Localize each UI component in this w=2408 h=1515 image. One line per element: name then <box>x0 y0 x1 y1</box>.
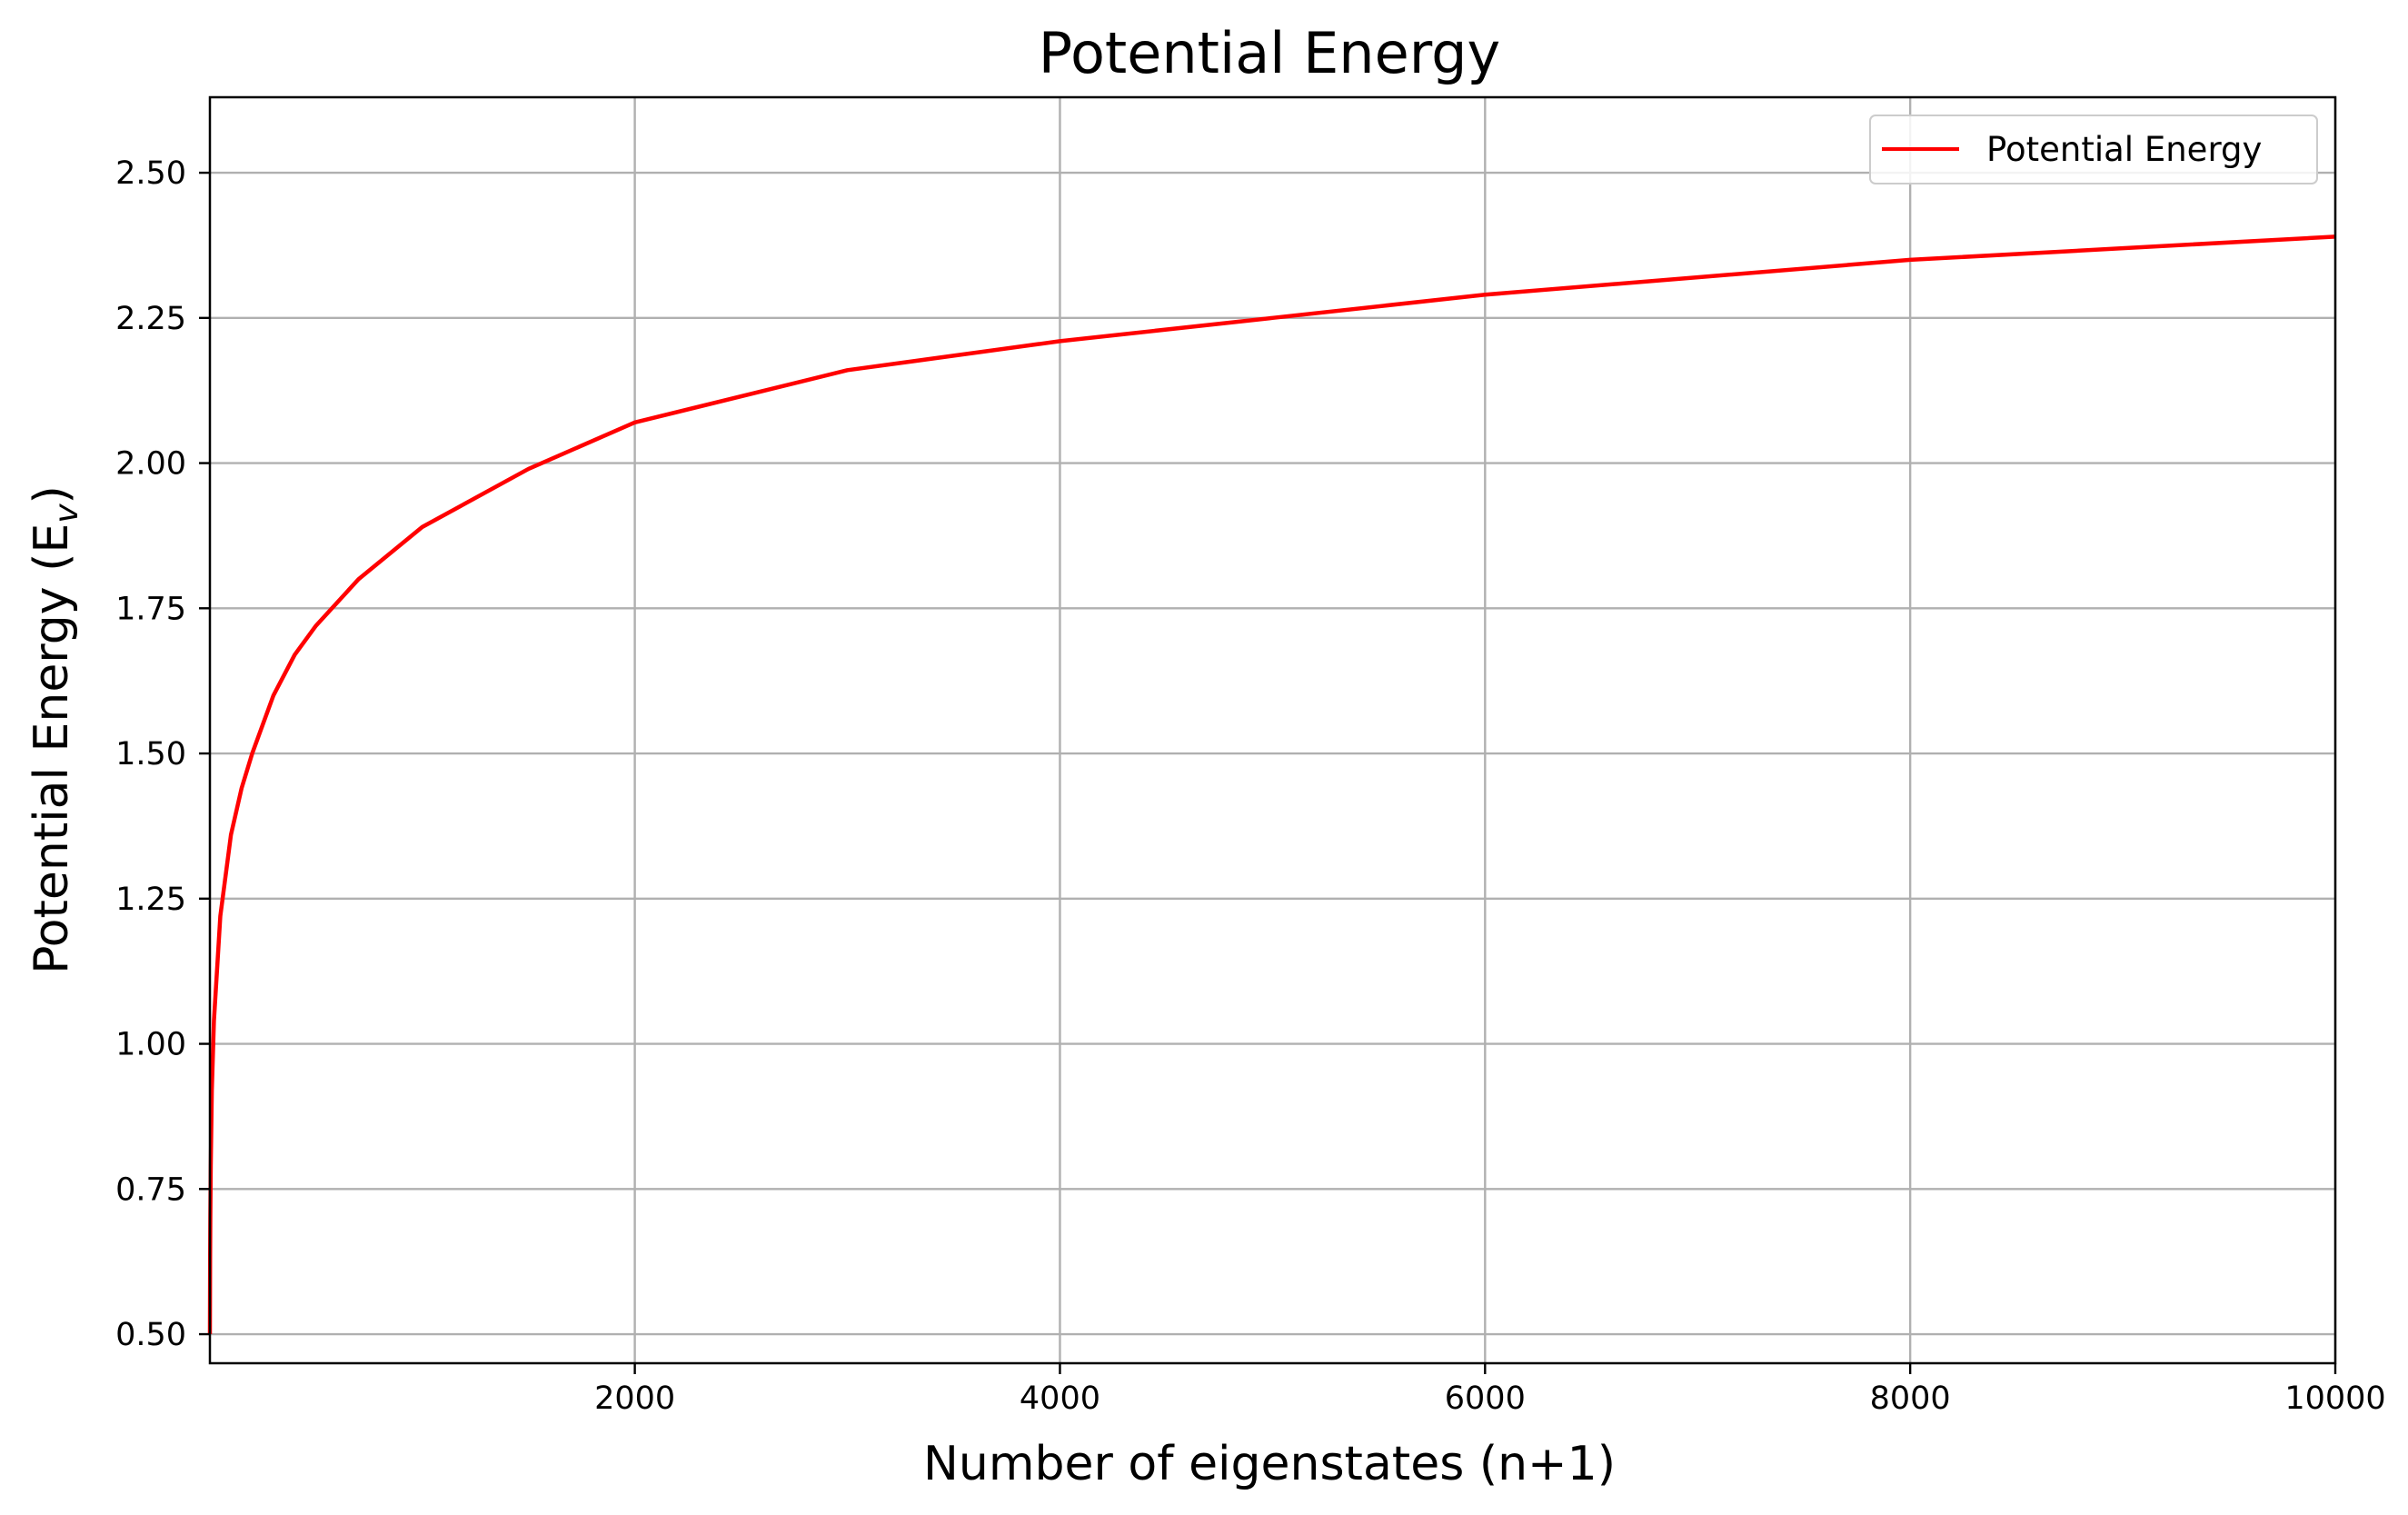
legend-label: Potential Energy <box>1986 130 2262 169</box>
y-tick-label: 1.25 <box>115 882 186 918</box>
x-axis-label: Number of eigenstates (n+1) <box>923 1437 1616 1491</box>
y-axis-label-subscript: v <box>48 503 85 523</box>
y-tick-label: 0.50 <box>115 1317 186 1353</box>
x-tick-label: 8000 <box>1870 1380 1951 1417</box>
y-tick-label: 1.00 <box>115 1027 186 1063</box>
legend: Potential Energy <box>1869 115 2318 184</box>
plot-lines <box>207 234 2336 1335</box>
chart-title: Potential Energy <box>1039 20 1500 86</box>
y-axis-label: Potential Energy (Ev) <box>25 485 85 974</box>
axis-ticks: 2000 4000 6000 8000 10000 0.50 0.75 1.00 1.25 1.5… <box>115 155 2386 1417</box>
y-axis-label-close: ) <box>25 485 79 503</box>
y-tick-label: 2.00 <box>115 446 186 483</box>
legend-box <box>1869 115 2318 184</box>
x-tick-label: 2000 <box>594 1380 675 1417</box>
y-tick-label: 2.25 <box>115 301 186 337</box>
y-tick-label: 1.75 <box>115 591 186 627</box>
series-line <box>207 234 2336 1335</box>
x-tick-label: 10000 <box>2284 1380 2385 1417</box>
y-tick-label: 0.75 <box>115 1171 186 1208</box>
plot-frame <box>208 95 2337 1365</box>
y-tick-label: 2.50 <box>115 155 186 192</box>
y-tick-label: 1.50 <box>115 736 186 772</box>
x-tick-label: 6000 <box>1445 1380 1526 1417</box>
x-tick-label: 4000 <box>1020 1380 1100 1417</box>
y-axis-label-main: Potential Energy (E <box>25 523 79 974</box>
